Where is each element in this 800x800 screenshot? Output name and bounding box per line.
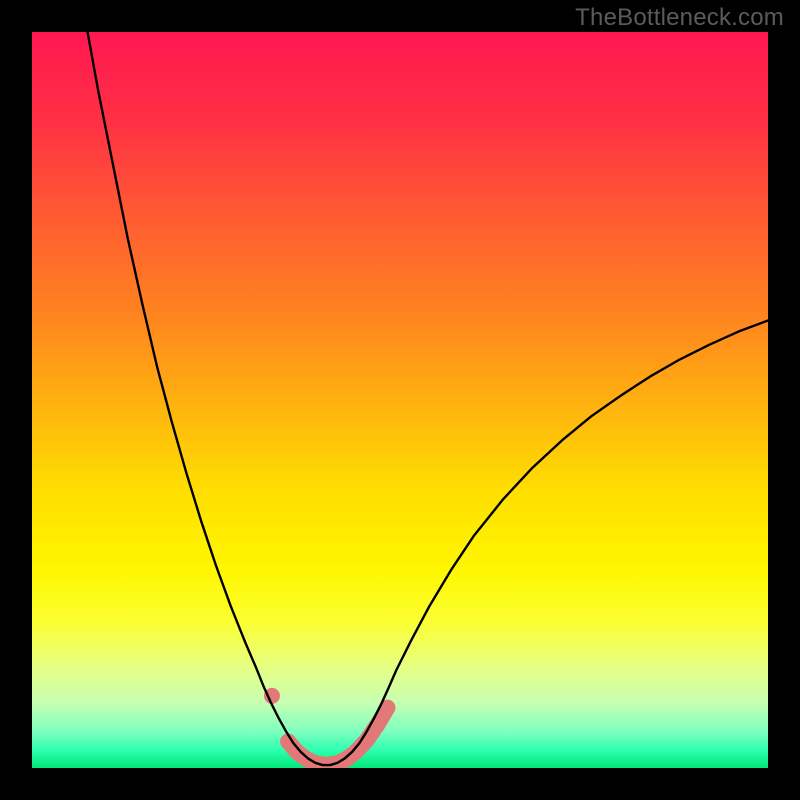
chart-svg: [0, 0, 800, 800]
watermark-text: TheBottleneck.com: [575, 4, 784, 32]
plot-gradient-background: [32, 32, 768, 768]
chart-root: TheBottleneck.com: [0, 0, 800, 800]
